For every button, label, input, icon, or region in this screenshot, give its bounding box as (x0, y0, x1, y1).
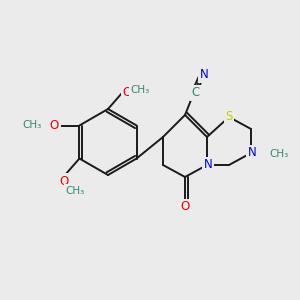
Text: O: O (122, 85, 132, 98)
Text: N: N (204, 158, 212, 172)
Text: S: S (225, 110, 233, 124)
Text: CH₃: CH₃ (66, 185, 85, 196)
Text: O: O (60, 175, 69, 188)
Text: O: O (50, 119, 59, 132)
Text: CH₃: CH₃ (130, 85, 150, 95)
Text: C: C (192, 86, 200, 100)
Text: CH₃: CH₃ (22, 119, 41, 130)
Text: N: N (200, 68, 208, 82)
Text: O: O (180, 200, 190, 214)
Text: CH₃: CH₃ (269, 149, 288, 159)
Text: N: N (248, 146, 256, 160)
